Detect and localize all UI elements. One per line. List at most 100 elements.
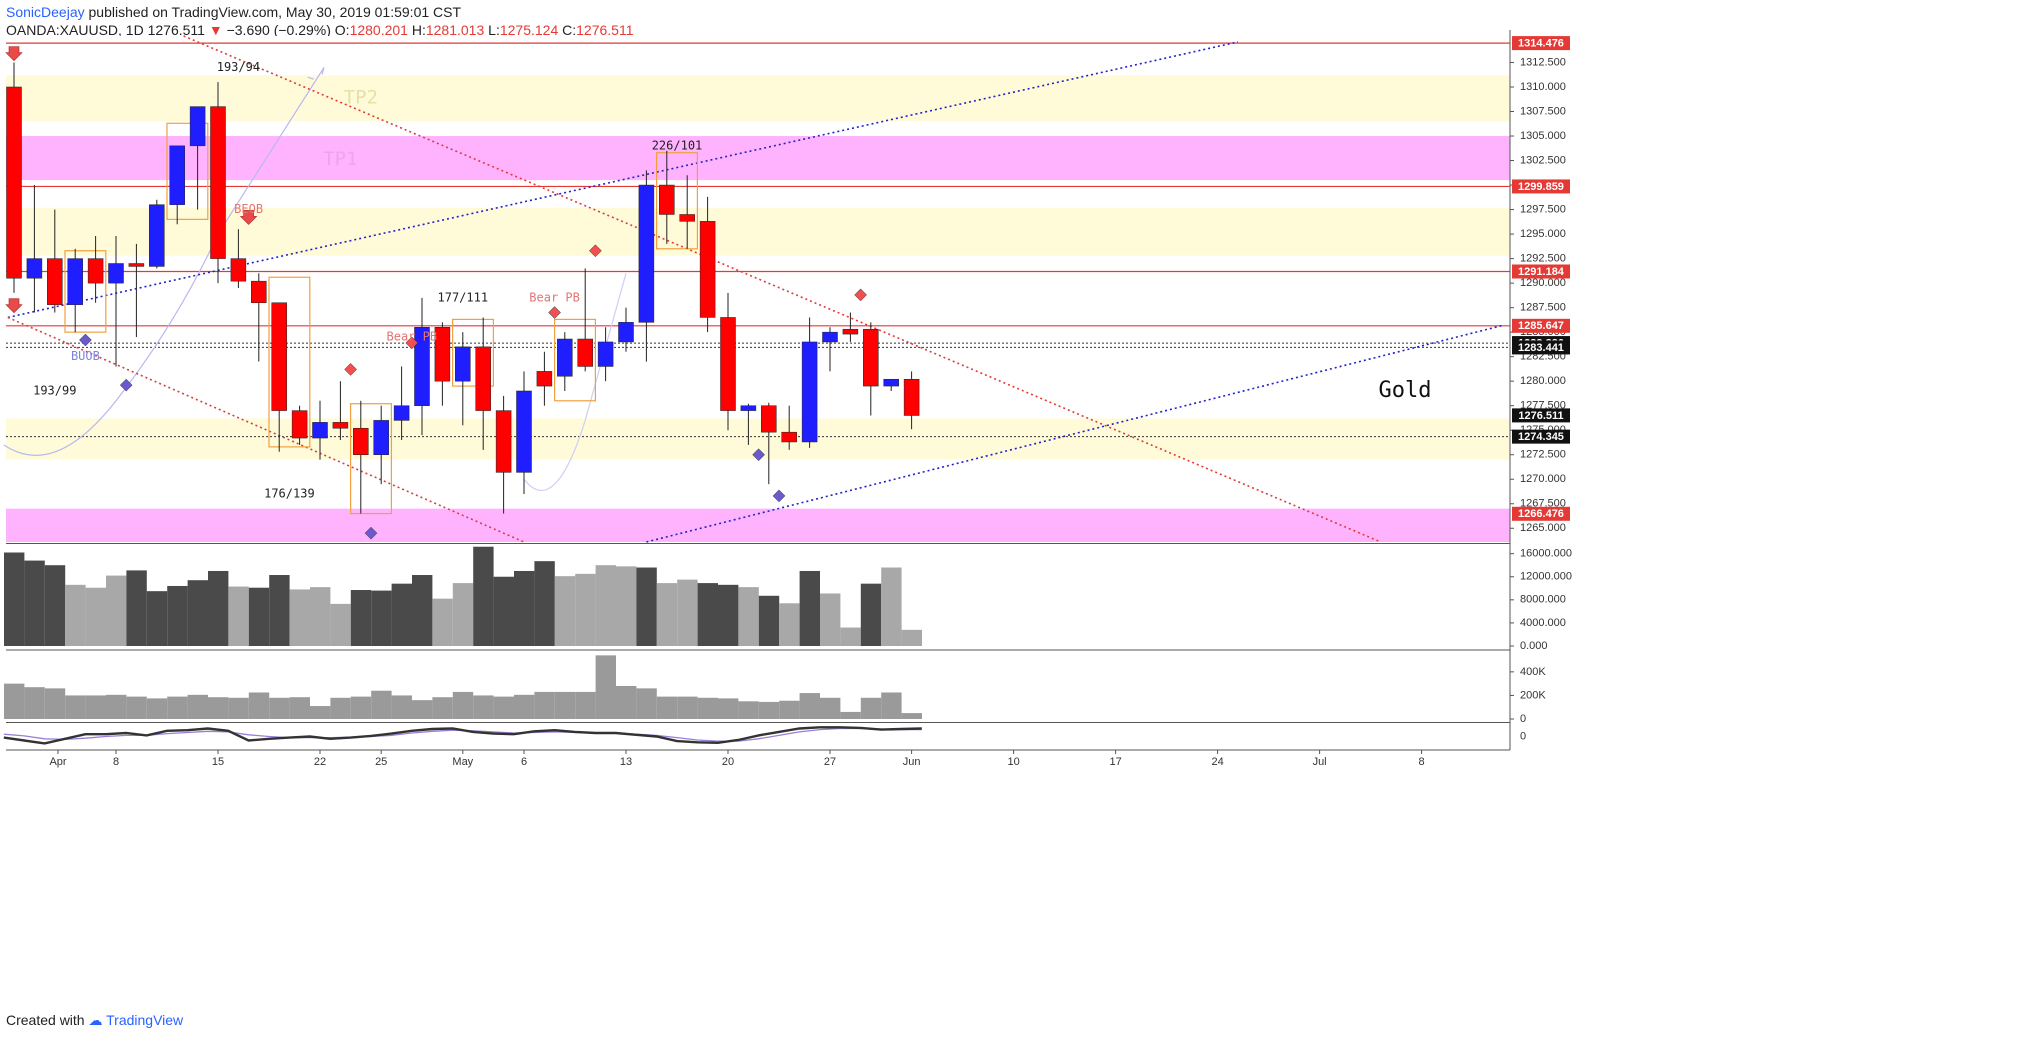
candle bbox=[740, 403, 757, 445]
candle bbox=[903, 371, 920, 430]
volume2-bar bbox=[799, 693, 820, 719]
candle bbox=[659, 150, 675, 244]
price-tick-label: 1272.500 bbox=[1520, 449, 1566, 461]
volume-tick-label: 0.000 bbox=[1520, 640, 1548, 652]
diamond-marker-icon bbox=[772, 489, 786, 503]
volume2-bar bbox=[881, 692, 902, 719]
candle-body bbox=[87, 258, 104, 284]
price-tick-label: 1292.500 bbox=[1520, 253, 1566, 265]
candle-body bbox=[373, 420, 389, 455]
volume2-bar bbox=[452, 691, 474, 719]
candle-body bbox=[699, 221, 716, 318]
candle bbox=[332, 381, 349, 441]
candle-body bbox=[353, 427, 369, 455]
volume-bar bbox=[65, 584, 86, 646]
diamond-marker-icon bbox=[854, 288, 867, 302]
author-link[interactable]: SonicDeejay bbox=[6, 4, 85, 20]
volume2-bar bbox=[187, 694, 208, 719]
chart-title: Gold bbox=[1379, 378, 1432, 403]
diamond-marker-icon bbox=[752, 448, 765, 462]
time-tick-label: 20 bbox=[722, 756, 734, 768]
candle-body bbox=[455, 346, 471, 382]
volume-bar bbox=[248, 587, 270, 646]
volume2-bar bbox=[310, 706, 331, 719]
candle-body bbox=[842, 328, 859, 335]
price-label-text: 1276.511 bbox=[1518, 410, 1563, 422]
price-label: 1274.345 bbox=[1512, 429, 1570, 444]
projection-arrowhead-1 bbox=[307, 67, 325, 80]
volume2-bar bbox=[350, 696, 372, 719]
annotation-label: 193/94 bbox=[217, 60, 260, 74]
annotation-label: 176/139 bbox=[264, 486, 315, 500]
price-label-text: 1274.345 bbox=[1518, 431, 1564, 443]
diamond-marker-icon bbox=[589, 244, 602, 258]
trendline-0 bbox=[7, 41, 1239, 319]
price-tick-label: 1307.500 bbox=[1520, 105, 1566, 117]
volume-bar bbox=[697, 583, 718, 646]
time-tick-label: 24 bbox=[1211, 756, 1223, 768]
candle-body bbox=[414, 326, 430, 406]
volume-bar bbox=[636, 567, 657, 646]
price-label: 1285.647 bbox=[1512, 318, 1570, 333]
candle bbox=[189, 106, 206, 210]
candle-body bbox=[475, 346, 491, 411]
price-label-text: 1283.441 bbox=[1518, 342, 1564, 354]
candle bbox=[495, 395, 512, 514]
volume2-bar bbox=[718, 698, 739, 719]
volume-bar bbox=[473, 546, 494, 646]
candle bbox=[210, 82, 226, 284]
candle-body bbox=[128, 263, 145, 267]
volume2-bar bbox=[106, 694, 127, 719]
trendline-2 bbox=[183, 35, 1382, 543]
price-label-box bbox=[1512, 179, 1570, 194]
time-tick-label: 27 bbox=[824, 756, 836, 768]
candle-body bbox=[169, 145, 185, 205]
annotation-label: BEOB bbox=[234, 202, 263, 216]
volume-bar bbox=[493, 576, 514, 646]
candle-body bbox=[597, 341, 614, 367]
annotation-label: 193/99 bbox=[33, 383, 76, 397]
time-tick-label: 15 bbox=[212, 756, 224, 768]
pattern-box-0 bbox=[64, 250, 107, 333]
candle bbox=[679, 175, 695, 249]
volume2-bar bbox=[636, 688, 657, 719]
candle bbox=[67, 248, 83, 333]
time-tick-label: 6 bbox=[521, 756, 527, 768]
volume-bar bbox=[85, 587, 106, 646]
symbol-label: OANDA:XAUUSD, 1D bbox=[6, 22, 144, 38]
candle bbox=[577, 268, 593, 372]
candle bbox=[597, 327, 614, 382]
volume2-bar bbox=[65, 695, 86, 719]
pattern-box-5 bbox=[553, 318, 596, 402]
annotation-label: TP1 bbox=[323, 148, 357, 170]
high-label: H: bbox=[411, 22, 426, 38]
candle-body bbox=[26, 258, 43, 279]
candle-body bbox=[210, 106, 226, 259]
price-label: 1314.476 bbox=[1512, 36, 1570, 51]
price-tick-label: 1287.500 bbox=[1520, 302, 1566, 314]
publish-line: SonicDeejay published on TradingView.com… bbox=[6, 4, 461, 20]
open-value: 1280.201 bbox=[349, 22, 408, 38]
volume2-bar bbox=[779, 700, 800, 719]
candle bbox=[801, 317, 818, 448]
time-tick-label: 8 bbox=[1419, 756, 1425, 768]
volume2-bar bbox=[330, 697, 351, 719]
candle bbox=[373, 405, 389, 485]
price-label: 1291.184 bbox=[1512, 264, 1570, 279]
tradingview-link[interactable]: TradingView bbox=[106, 1012, 184, 1028]
candle bbox=[149, 199, 165, 269]
candle bbox=[883, 378, 899, 391]
close-label: C: bbox=[562, 22, 577, 38]
candle-body bbox=[679, 214, 695, 222]
candle-body bbox=[822, 331, 838, 343]
price-label-box bbox=[1512, 340, 1570, 355]
volume2-bar bbox=[228, 697, 249, 719]
candle bbox=[26, 185, 43, 313]
volume-bar bbox=[208, 570, 229, 646]
price-tick-label: 1290.000 bbox=[1520, 277, 1566, 289]
volume2-bar bbox=[554, 691, 576, 719]
volume2-bar bbox=[24, 687, 45, 719]
volume2-bar bbox=[371, 690, 392, 719]
price-label-box bbox=[1512, 264, 1570, 279]
